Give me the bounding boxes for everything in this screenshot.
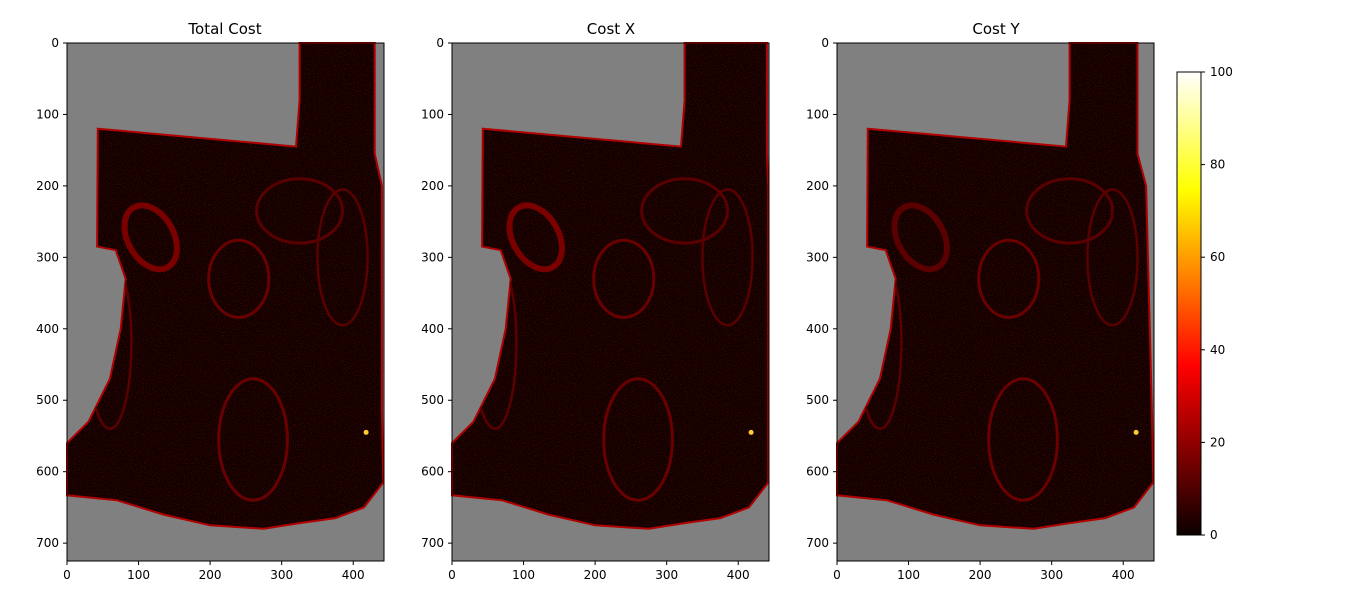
structure-ring bbox=[891, 202, 950, 273]
y-tick-label: 100 bbox=[421, 107, 444, 121]
heatmap-plot: 0 100 200 300 400 0 100 200 300 400 500 600 700 bbox=[421, 36, 770, 582]
x-tick-label: 400 bbox=[342, 568, 365, 582]
panel-total-cost: Total Cost 0 100 200 300 400 0 100 200 300 400 500… bbox=[36, 20, 385, 582]
structure-ring bbox=[987, 377, 1059, 502]
structure-ring bbox=[316, 188, 369, 327]
y-tick-label: 100 bbox=[36, 107, 59, 121]
panel-cost-y: Cost Y 0 100 200 300 400 0 100 200 300 400 500 600 7… bbox=[806, 20, 1155, 582]
structure-ring bbox=[1086, 188, 1139, 327]
structure-ring bbox=[640, 177, 729, 245]
y-tick-label: 500 bbox=[421, 393, 444, 407]
x-tick-label: 100 bbox=[127, 568, 150, 582]
structure-ring bbox=[1025, 177, 1114, 245]
structure-ring bbox=[506, 202, 565, 273]
y-tick-label: 300 bbox=[36, 250, 59, 264]
x-tick-label: 0 bbox=[63, 568, 71, 582]
y-tick-label: 600 bbox=[806, 465, 829, 479]
structure-ring bbox=[217, 377, 289, 502]
x-tick-label: 400 bbox=[727, 568, 750, 582]
y-tick-label: 300 bbox=[421, 250, 444, 264]
y-tick-label: 400 bbox=[36, 322, 59, 336]
y-tick-label: 200 bbox=[36, 179, 59, 193]
hot-spot bbox=[748, 429, 754, 435]
structure-ring bbox=[701, 188, 754, 327]
heatmap-plot: 0 100 200 300 400 0 100 200 300 400 500 600 700 bbox=[36, 36, 385, 582]
x-tick-label: 100 bbox=[512, 568, 535, 582]
structure-ring bbox=[977, 238, 1041, 319]
colorbar-tick-label: 80 bbox=[1210, 158, 1225, 172]
structure-ring bbox=[602, 377, 674, 502]
y-tick-label: 600 bbox=[421, 465, 444, 479]
y-tick-label: 300 bbox=[806, 250, 829, 264]
axes-frame bbox=[836, 42, 1155, 562]
structure-ring bbox=[592, 238, 656, 319]
panel-title: Total Cost bbox=[187, 20, 261, 38]
colorbar-tick-label: 40 bbox=[1210, 343, 1225, 357]
y-tick-label: 400 bbox=[806, 322, 829, 336]
x-tick-label: 300 bbox=[1040, 568, 1063, 582]
y-tick-label: 400 bbox=[421, 322, 444, 336]
y-tick-label: 700 bbox=[806, 536, 829, 550]
panel-cost-x: Cost X 0 100 200 300 400 0 100 200 300 400 500 600 7… bbox=[421, 20, 770, 582]
panel-title: Cost X bbox=[587, 20, 635, 38]
hot-spot bbox=[1133, 429, 1139, 435]
structure-ring bbox=[207, 238, 271, 319]
y-tick-label: 200 bbox=[806, 179, 829, 193]
x-tick-label: 0 bbox=[833, 568, 841, 582]
x-tick-label: 100 bbox=[897, 568, 920, 582]
colorbar: 0 20 40 60 80 100 bbox=[1176, 65, 1233, 542]
x-tick-label: 200 bbox=[199, 568, 222, 582]
y-tick-label: 200 bbox=[421, 179, 444, 193]
y-tick-label: 600 bbox=[36, 465, 59, 479]
y-tick-label: 100 bbox=[806, 107, 829, 121]
x-tick-label: 0 bbox=[448, 568, 456, 582]
y-tick-label: 700 bbox=[36, 536, 59, 550]
structure-ring bbox=[255, 177, 344, 245]
y-tick-label: 0 bbox=[51, 36, 59, 50]
y-tick-label: 700 bbox=[421, 536, 444, 550]
axes-frame bbox=[451, 42, 770, 562]
cost-structures bbox=[87, 177, 369, 502]
colorbar-tick-label: 0 bbox=[1210, 528, 1218, 542]
heatmap-plot: 0 100 200 300 400 0 100 200 300 400 500 600 700 bbox=[806, 36, 1155, 582]
colorbar-tick-label: 60 bbox=[1210, 250, 1225, 264]
x-tick-label: 400 bbox=[1112, 568, 1135, 582]
y-tick-label: 500 bbox=[36, 393, 59, 407]
y-tick-label: 0 bbox=[436, 36, 444, 50]
colorbar-gradient bbox=[1176, 71, 1202, 536]
x-tick-label: 300 bbox=[270, 568, 293, 582]
structure-ring bbox=[121, 202, 180, 273]
y-tick-label: 500 bbox=[806, 393, 829, 407]
panel-title: Cost Y bbox=[972, 20, 1020, 38]
axes-frame bbox=[66, 42, 385, 562]
x-tick-label: 300 bbox=[655, 568, 678, 582]
colorbar-tick-label: 100 bbox=[1210, 65, 1233, 79]
hot-spot bbox=[363, 429, 369, 435]
x-tick-label: 200 bbox=[969, 568, 992, 582]
x-tick-label: 200 bbox=[584, 568, 607, 582]
colorbar-tick-label: 20 bbox=[1210, 435, 1225, 449]
y-tick-label: 0 bbox=[821, 36, 829, 50]
